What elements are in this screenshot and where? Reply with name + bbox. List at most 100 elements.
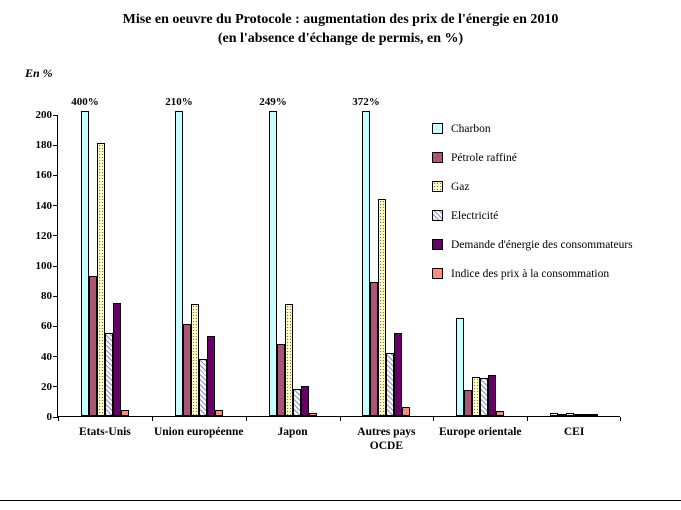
y-tick-mark xyxy=(53,416,58,418)
bar xyxy=(496,411,504,416)
y-tick-label: 180 xyxy=(35,139,53,152)
category-label: Union européenne xyxy=(153,426,244,438)
bar xyxy=(402,407,410,416)
chart-title: Mise en oeuvre du Protocole : augmentati… xyxy=(0,10,681,48)
legend-swatch-icon xyxy=(432,268,443,279)
y-tick-mark xyxy=(53,265,58,267)
legend-swatch-icon xyxy=(432,152,443,163)
y-tick-label: 120 xyxy=(35,229,53,242)
legend-item: Electricité xyxy=(432,201,633,230)
bar xyxy=(81,111,89,416)
x-tick-mark xyxy=(620,417,621,421)
y-axis-label: En % xyxy=(25,66,53,80)
legend-item: Charbon xyxy=(432,114,633,143)
bar xyxy=(480,378,488,416)
x-tick-mark xyxy=(433,417,434,421)
category-label: Europe orientale xyxy=(438,426,522,438)
y-tick-mark xyxy=(53,174,58,176)
bar xyxy=(293,389,301,416)
y-tick-mark xyxy=(53,205,58,207)
bar xyxy=(558,414,566,416)
bar xyxy=(277,344,285,416)
category-label: Etats-Unis xyxy=(79,426,131,438)
bar xyxy=(199,359,207,416)
y-tick-label: 60 xyxy=(41,320,52,333)
capped-bar-value-label: 400% xyxy=(71,96,99,108)
bar xyxy=(472,377,480,416)
bar xyxy=(590,414,598,416)
bar xyxy=(378,199,386,416)
bar xyxy=(285,304,293,416)
legend-item: Pétrole raffiné xyxy=(432,143,633,172)
x-tick-mark xyxy=(340,417,341,421)
y-tick-label: 160 xyxy=(35,169,53,182)
bar xyxy=(582,414,590,416)
bar xyxy=(121,410,129,416)
bar xyxy=(574,414,582,416)
y-tick-mark xyxy=(53,356,58,358)
y-tick-mark xyxy=(53,114,58,116)
figure-bottom-border xyxy=(0,500,681,501)
bar xyxy=(113,303,121,416)
bar xyxy=(464,390,472,416)
bar xyxy=(215,410,223,416)
x-tick-mark xyxy=(527,417,528,421)
bar xyxy=(566,413,574,416)
legend-label: Pétrole raffiné xyxy=(451,151,517,164)
bar xyxy=(183,324,191,416)
y-tick-label: 0 xyxy=(46,411,53,423)
y-tick-mark xyxy=(53,325,58,327)
legend-label: Indice des prix à la consommation xyxy=(451,267,610,280)
bar xyxy=(105,333,113,416)
category-label: CEI xyxy=(563,426,585,438)
capped-bar-value-label: 372% xyxy=(352,96,380,108)
legend-swatch-icon xyxy=(432,239,443,250)
y-tick-mark xyxy=(53,295,58,297)
y-tick-label: 80 xyxy=(41,290,52,303)
y-tick-label: 100 xyxy=(35,260,53,272)
y-tick-mark xyxy=(53,144,58,146)
category-label: Autres pays OCDE xyxy=(357,426,416,452)
x-tick-mark xyxy=(58,417,59,421)
bar xyxy=(269,111,277,416)
legend-swatch-icon xyxy=(432,181,443,192)
legend-label: Charbon xyxy=(451,122,491,135)
y-tick-mark xyxy=(53,235,58,237)
legend-item: Gaz xyxy=(432,172,633,201)
legend-item: Demande d'énergie des consommateurs xyxy=(432,230,633,259)
bar xyxy=(191,304,199,416)
chart-title-line2: (en l'absence d'échange de permis, en %) xyxy=(217,31,464,46)
bar xyxy=(309,413,317,416)
legend-label: Electricité xyxy=(451,209,499,222)
bar xyxy=(550,413,558,416)
y-tick-label: 140 xyxy=(35,199,53,212)
y-tick-label: 200 xyxy=(35,109,53,121)
legend-swatch-icon xyxy=(432,123,443,134)
x-tick-mark xyxy=(152,417,153,421)
bar xyxy=(301,386,309,416)
bar xyxy=(97,143,105,416)
x-tick-mark xyxy=(246,417,247,421)
bar xyxy=(488,375,496,416)
y-tick-mark xyxy=(53,386,58,388)
bar xyxy=(370,282,378,416)
bar xyxy=(362,111,370,416)
bar xyxy=(386,353,394,416)
y-tick-label: 40 xyxy=(41,350,52,363)
bar xyxy=(207,336,215,416)
y-tick-label: 20 xyxy=(41,380,52,393)
bar xyxy=(456,318,464,416)
capped-bar-value-label: 249% xyxy=(259,96,287,108)
category-label: Japon xyxy=(277,426,308,438)
legend-swatch-icon xyxy=(432,210,443,221)
chart-title-line1: Mise en oeuvre du Protocole : augmentati… xyxy=(122,12,559,27)
plot-area: 0 20 40 60 80 100 120 140 160 180 200 Etats-Unis 400… xyxy=(36,96,621,452)
legend-label: Gaz xyxy=(451,180,470,193)
legend-label: Demande d'énergie des consommateurs xyxy=(451,238,633,251)
bar xyxy=(175,111,183,416)
legend-item: Indice des prix à la consommation xyxy=(432,259,633,288)
capped-bar-value-label: 210% xyxy=(165,96,193,108)
bar xyxy=(394,333,402,416)
bar xyxy=(89,276,97,416)
